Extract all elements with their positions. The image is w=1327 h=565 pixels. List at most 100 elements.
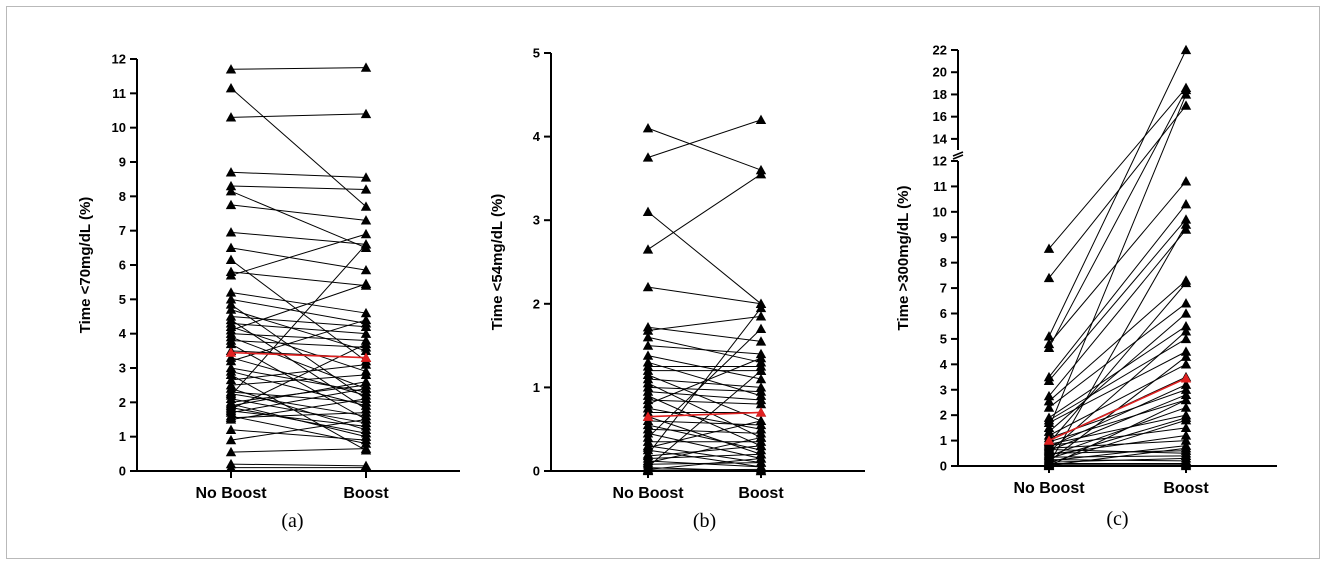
pair-line: [230, 326, 367, 372]
pair-line: [647, 382, 762, 439]
data-point-boost: [360, 369, 372, 380]
data-point-boost: [1180, 453, 1192, 463]
data-point-boost: [360, 201, 372, 211]
pair-line: [647, 211, 762, 305]
pair-line: [230, 171, 367, 178]
data-point-boost: [1180, 394, 1192, 405]
data-point-no-boost: [642, 152, 654, 162]
panel-caption: (b): [693, 510, 716, 532]
pair-line: [1048, 457, 1187, 463]
pair-line: [1048, 282, 1187, 444]
data-point-no-boost: [1043, 272, 1055, 283]
data-point-boost: [360, 314, 372, 325]
y-axis-title: Time <54mg/dL (%): [489, 194, 506, 331]
data-point-no-boost: [225, 167, 237, 177]
data-point-no-boost: [225, 254, 237, 265]
y-tick-label: 20: [933, 65, 947, 80]
data-point-boost: [1180, 321, 1192, 331]
pair-line: [647, 432, 762, 459]
data-point-boost: [1180, 176, 1192, 186]
pair-line: [230, 429, 367, 441]
figure-frame: [6, 6, 1320, 559]
pair-line: [1048, 94, 1187, 429]
mean-point-no-boost: [642, 411, 654, 421]
data-point-boost: [360, 239, 372, 249]
data-point-boost: [1180, 415, 1192, 425]
chart-panel-b: 0 1 2 3 4 5 No Boost Boost Time <54mg/dL (%) (b): [489, 46, 865, 532]
y-tick-label: 2: [533, 296, 540, 311]
pair-line: [647, 420, 762, 426]
series-group: [225, 62, 372, 472]
data-point-boost: [360, 264, 372, 275]
pair-line: [230, 333, 367, 342]
data-point-boost: [1180, 277, 1192, 288]
y-tick-label: 3: [119, 361, 126, 376]
y-tick-label: 5: [533, 46, 540, 61]
pair-line: [1048, 224, 1187, 465]
y-tick-label: 4: [119, 326, 127, 341]
data-point-boost: [1180, 199, 1192, 209]
pair-line: [1048, 440, 1187, 449]
mean-line: [230, 351, 367, 359]
data-point-no-boost: [225, 64, 237, 74]
pair-line: [1048, 399, 1187, 467]
data-point-boost: [755, 311, 767, 321]
pair-line: [230, 398, 367, 420]
y-tick-label: 1: [940, 433, 947, 448]
y-tick-label: 2: [119, 395, 126, 410]
pair-line: [230, 67, 367, 70]
mean-point-boost: [755, 407, 767, 417]
pair-line: [647, 391, 762, 401]
data-point-no-boost: [225, 414, 237, 424]
mean-point-no-boost: [1043, 435, 1055, 445]
data-point-boost: [755, 302, 767, 313]
pair-line: [1048, 219, 1187, 382]
data-point-no-boost: [1043, 417, 1055, 427]
pair-line: [1048, 89, 1187, 349]
data-point-boost: [755, 114, 767, 125]
axis-break-mark: [952, 151, 964, 157]
data-point-boost: [360, 278, 372, 289]
y-tick-label: 4: [940, 357, 948, 372]
pair-line: [230, 322, 367, 335]
data-point-no-boost: [225, 304, 237, 314]
pair-line: [1048, 105, 1187, 279]
pair-line: [230, 412, 367, 419]
pair-line: [647, 345, 762, 355]
data-point-no-boost: [225, 355, 237, 366]
y-tick-label: 3: [940, 382, 947, 397]
data-point-no-boost: [225, 434, 237, 445]
data-point-boost: [360, 434, 372, 445]
pair-line: [647, 386, 762, 393]
pair-line: [647, 399, 762, 405]
data-point-boost: [755, 415, 767, 425]
data-point-no-boost: [225, 287, 237, 297]
pair-line: [230, 319, 367, 362]
pair-line: [1048, 302, 1187, 408]
data-point-boost: [755, 440, 767, 451]
data-point-no-boost: [225, 338, 237, 349]
pair-line: [230, 204, 367, 221]
mean-point-no-boost: [225, 347, 237, 357]
y-tick-label: 12: [933, 154, 947, 169]
data-point-boost: [360, 407, 372, 417]
pair-line: [647, 326, 762, 342]
data-point-boost: [360, 359, 372, 369]
data-point-boost: [1180, 333, 1192, 344]
data-point-boost: [755, 169, 767, 179]
data-point-boost: [755, 432, 767, 442]
data-point-no-boost: [225, 185, 237, 196]
pair-line: [647, 307, 762, 455]
data-point-boost: [360, 414, 372, 424]
data-point-boost: [360, 338, 372, 349]
data-point-boost: [1180, 460, 1192, 471]
y-tick-label: 12: [112, 52, 126, 67]
y-tick-label: 0: [533, 464, 540, 479]
pair-line: [647, 453, 762, 459]
pair-line: [230, 393, 367, 417]
data-point-no-boost: [225, 270, 237, 280]
data-point-no-boost: [642, 350, 654, 360]
y-tick-label: 9: [940, 230, 947, 245]
data-point-no-boost: [225, 299, 237, 309]
data-point-boost: [360, 321, 372, 331]
